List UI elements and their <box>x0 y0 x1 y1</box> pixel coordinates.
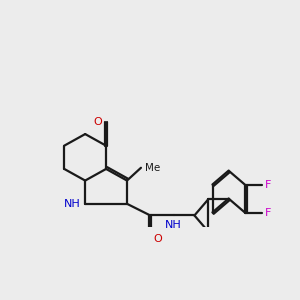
Text: Me: Me <box>145 163 160 173</box>
Text: NH: NH <box>64 199 81 209</box>
Text: F: F <box>266 208 272 218</box>
Text: F: F <box>266 180 272 190</box>
Text: O: O <box>94 117 103 128</box>
Text: O: O <box>153 234 162 244</box>
Text: NH: NH <box>165 220 182 230</box>
